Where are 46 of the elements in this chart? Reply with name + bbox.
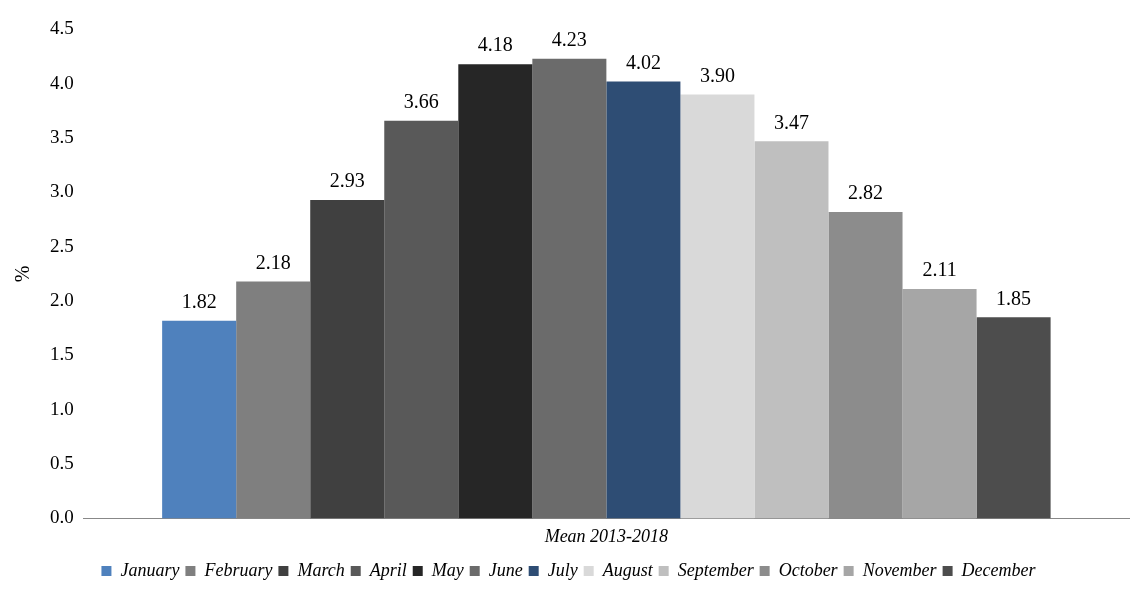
bar	[680, 94, 755, 519]
legend-label: July	[547, 559, 578, 580]
data-label: 4.18	[477, 33, 513, 56]
data-label: 1.85	[996, 286, 1032, 309]
legend-label: June	[488, 559, 523, 580]
data-label: 4.02	[625, 50, 661, 73]
y-tick-label: 3.5	[50, 126, 74, 148]
y-tick-label: 0.0	[50, 506, 74, 528]
data-label: 2.82	[848, 181, 884, 204]
data-label: 2.93	[329, 169, 365, 192]
data-label: 3.90	[699, 63, 735, 86]
y-tick-label: 2.5	[50, 234, 74, 256]
data-label: 2.11	[922, 258, 957, 281]
legend-label: October	[778, 559, 839, 580]
x-tick-label: Mean 2013-2018	[543, 525, 669, 546]
bar	[310, 200, 385, 519]
legend-label: August	[601, 559, 654, 580]
data-label: 1.82	[181, 289, 217, 312]
legend-label: March	[296, 559, 345, 580]
y-axis-title: %	[11, 265, 34, 283]
y-tick-label: 1.5	[50, 343, 74, 365]
legend-label: September	[677, 559, 755, 580]
y-tick-label: 1.0	[50, 397, 74, 419]
bar	[458, 64, 533, 519]
data-label: 2.18	[255, 250, 291, 273]
legend-label: December	[960, 559, 1037, 580]
data-label: 4.23	[551, 27, 587, 50]
y-tick-label: 0.5	[50, 452, 74, 474]
legend-label: January	[120, 559, 180, 580]
bar	[754, 141, 829, 519]
y-tick-label: 4.0	[50, 71, 74, 93]
legend-label: May	[430, 559, 464, 580]
data-label: 3.47	[773, 110, 809, 133]
bar	[976, 317, 1051, 519]
legend-label: February	[203, 559, 273, 580]
legend-label: November	[861, 559, 938, 580]
bar	[902, 289, 977, 519]
y-tick-label: 2.0	[50, 289, 74, 311]
y-tick-label: 3.0	[50, 180, 74, 202]
y-tick-label: 4.5	[50, 17, 74, 39]
legend-label: April	[368, 559, 407, 580]
bar	[162, 320, 237, 519]
bar	[384, 120, 459, 519]
bar	[606, 81, 681, 519]
bar	[532, 58, 607, 519]
data-label: 3.66	[403, 89, 439, 112]
